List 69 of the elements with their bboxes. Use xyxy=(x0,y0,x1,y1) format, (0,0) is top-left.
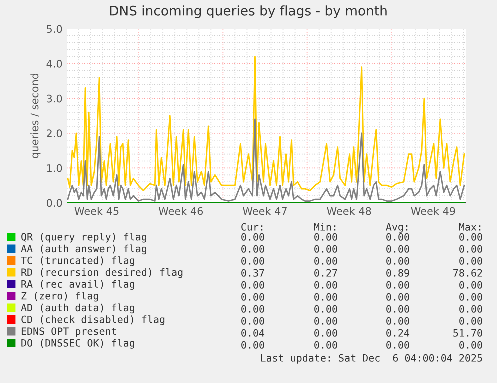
line-series xyxy=(67,56,466,192)
legend-label: EDNS OPT present xyxy=(22,328,116,338)
text: 0.27 xyxy=(314,269,338,277)
y-tick-label: 1.0 xyxy=(47,164,62,172)
text: 0.00 xyxy=(242,245,264,253)
text: Cur: xyxy=(242,223,263,231)
text: 0.00 xyxy=(386,257,410,265)
legend-label: RD (recursion desired) flag xyxy=(22,268,183,278)
text: Avg: xyxy=(386,223,408,233)
text: 0.00 xyxy=(242,293,264,301)
text: 0.00 xyxy=(314,257,338,265)
text: 0.00 xyxy=(460,341,482,349)
legend-label: TC (truncated) flag xyxy=(21,256,134,266)
text: 0.00 xyxy=(314,305,338,313)
chart-title: DNS incoming queries by flags - by month xyxy=(110,6,387,18)
text: Min: xyxy=(314,223,336,231)
text: 0.00 xyxy=(314,281,338,289)
text: 0.00 xyxy=(242,233,264,241)
text: 0.00 xyxy=(460,305,482,313)
text: 0.00 xyxy=(314,233,338,241)
text: 0.00 xyxy=(314,317,338,325)
legend-label: CD (check disabled) flag xyxy=(22,316,165,326)
text: Max: xyxy=(459,223,481,231)
text: 51.70 xyxy=(454,329,482,337)
x-tick-label: Week 49 xyxy=(411,207,456,216)
x-tick-label: Week 45 xyxy=(74,207,119,216)
text: 0.00 xyxy=(314,245,338,253)
legend-label: RA (rec avail) flag xyxy=(22,280,134,290)
text: 0.00 xyxy=(242,281,264,289)
text: 0.00 xyxy=(314,341,338,349)
text: 0.00 xyxy=(242,341,264,349)
text: 0.00 xyxy=(386,305,410,313)
legend-label: DO (DNSSEC OK) flag xyxy=(22,339,134,349)
text: 0.89 xyxy=(386,269,410,277)
legend-label: Z (zero) flag xyxy=(22,292,98,302)
text: 0.00 xyxy=(314,329,338,337)
text: 0.04 xyxy=(242,329,265,337)
text: 0.00 xyxy=(242,257,264,265)
text: 0.00 xyxy=(386,341,410,349)
legend-label: AD (auth data) flag xyxy=(21,304,134,314)
text: 0.00 xyxy=(460,245,482,253)
x-tick-label: Week 46 xyxy=(158,207,204,216)
text: 0.24 xyxy=(386,329,410,337)
y-axis-title: queries / second xyxy=(30,74,41,158)
text: 0.00 xyxy=(386,293,410,301)
y-tick-label: 4.0 xyxy=(46,60,62,68)
y-tick-label: 0.0 xyxy=(46,199,62,208)
text: 0.00 xyxy=(386,245,410,253)
text: 0.00 xyxy=(460,293,482,301)
text: 0.00 xyxy=(460,257,482,265)
text: 0.00 xyxy=(386,281,410,289)
y-tick-label: 2.0 xyxy=(47,130,62,138)
legend-label: QR (query reply) flag xyxy=(22,233,146,243)
text: 0.00 xyxy=(314,293,338,301)
text: 0.00 xyxy=(386,233,410,241)
y-tick-label: 5.0 xyxy=(47,25,62,34)
text: 0.00 xyxy=(242,317,264,325)
text: 0.00 xyxy=(242,305,264,313)
x-tick-label: Week 47 xyxy=(243,207,287,216)
text: Last update: Sat Dec 6 04:00:04 2025 xyxy=(261,354,482,364)
legend-label: AA (auth answer) flag xyxy=(21,244,146,255)
text: 0.00 xyxy=(460,281,482,289)
text: 78.62 xyxy=(454,269,482,277)
text: 0.00 xyxy=(386,317,410,325)
text: 0.00 xyxy=(460,317,482,325)
text: 0.37 xyxy=(242,269,264,277)
y-tick-label: 3.0 xyxy=(47,94,62,103)
text: 0.00 xyxy=(460,233,482,241)
x-tick-label: Week 48 xyxy=(327,207,372,216)
